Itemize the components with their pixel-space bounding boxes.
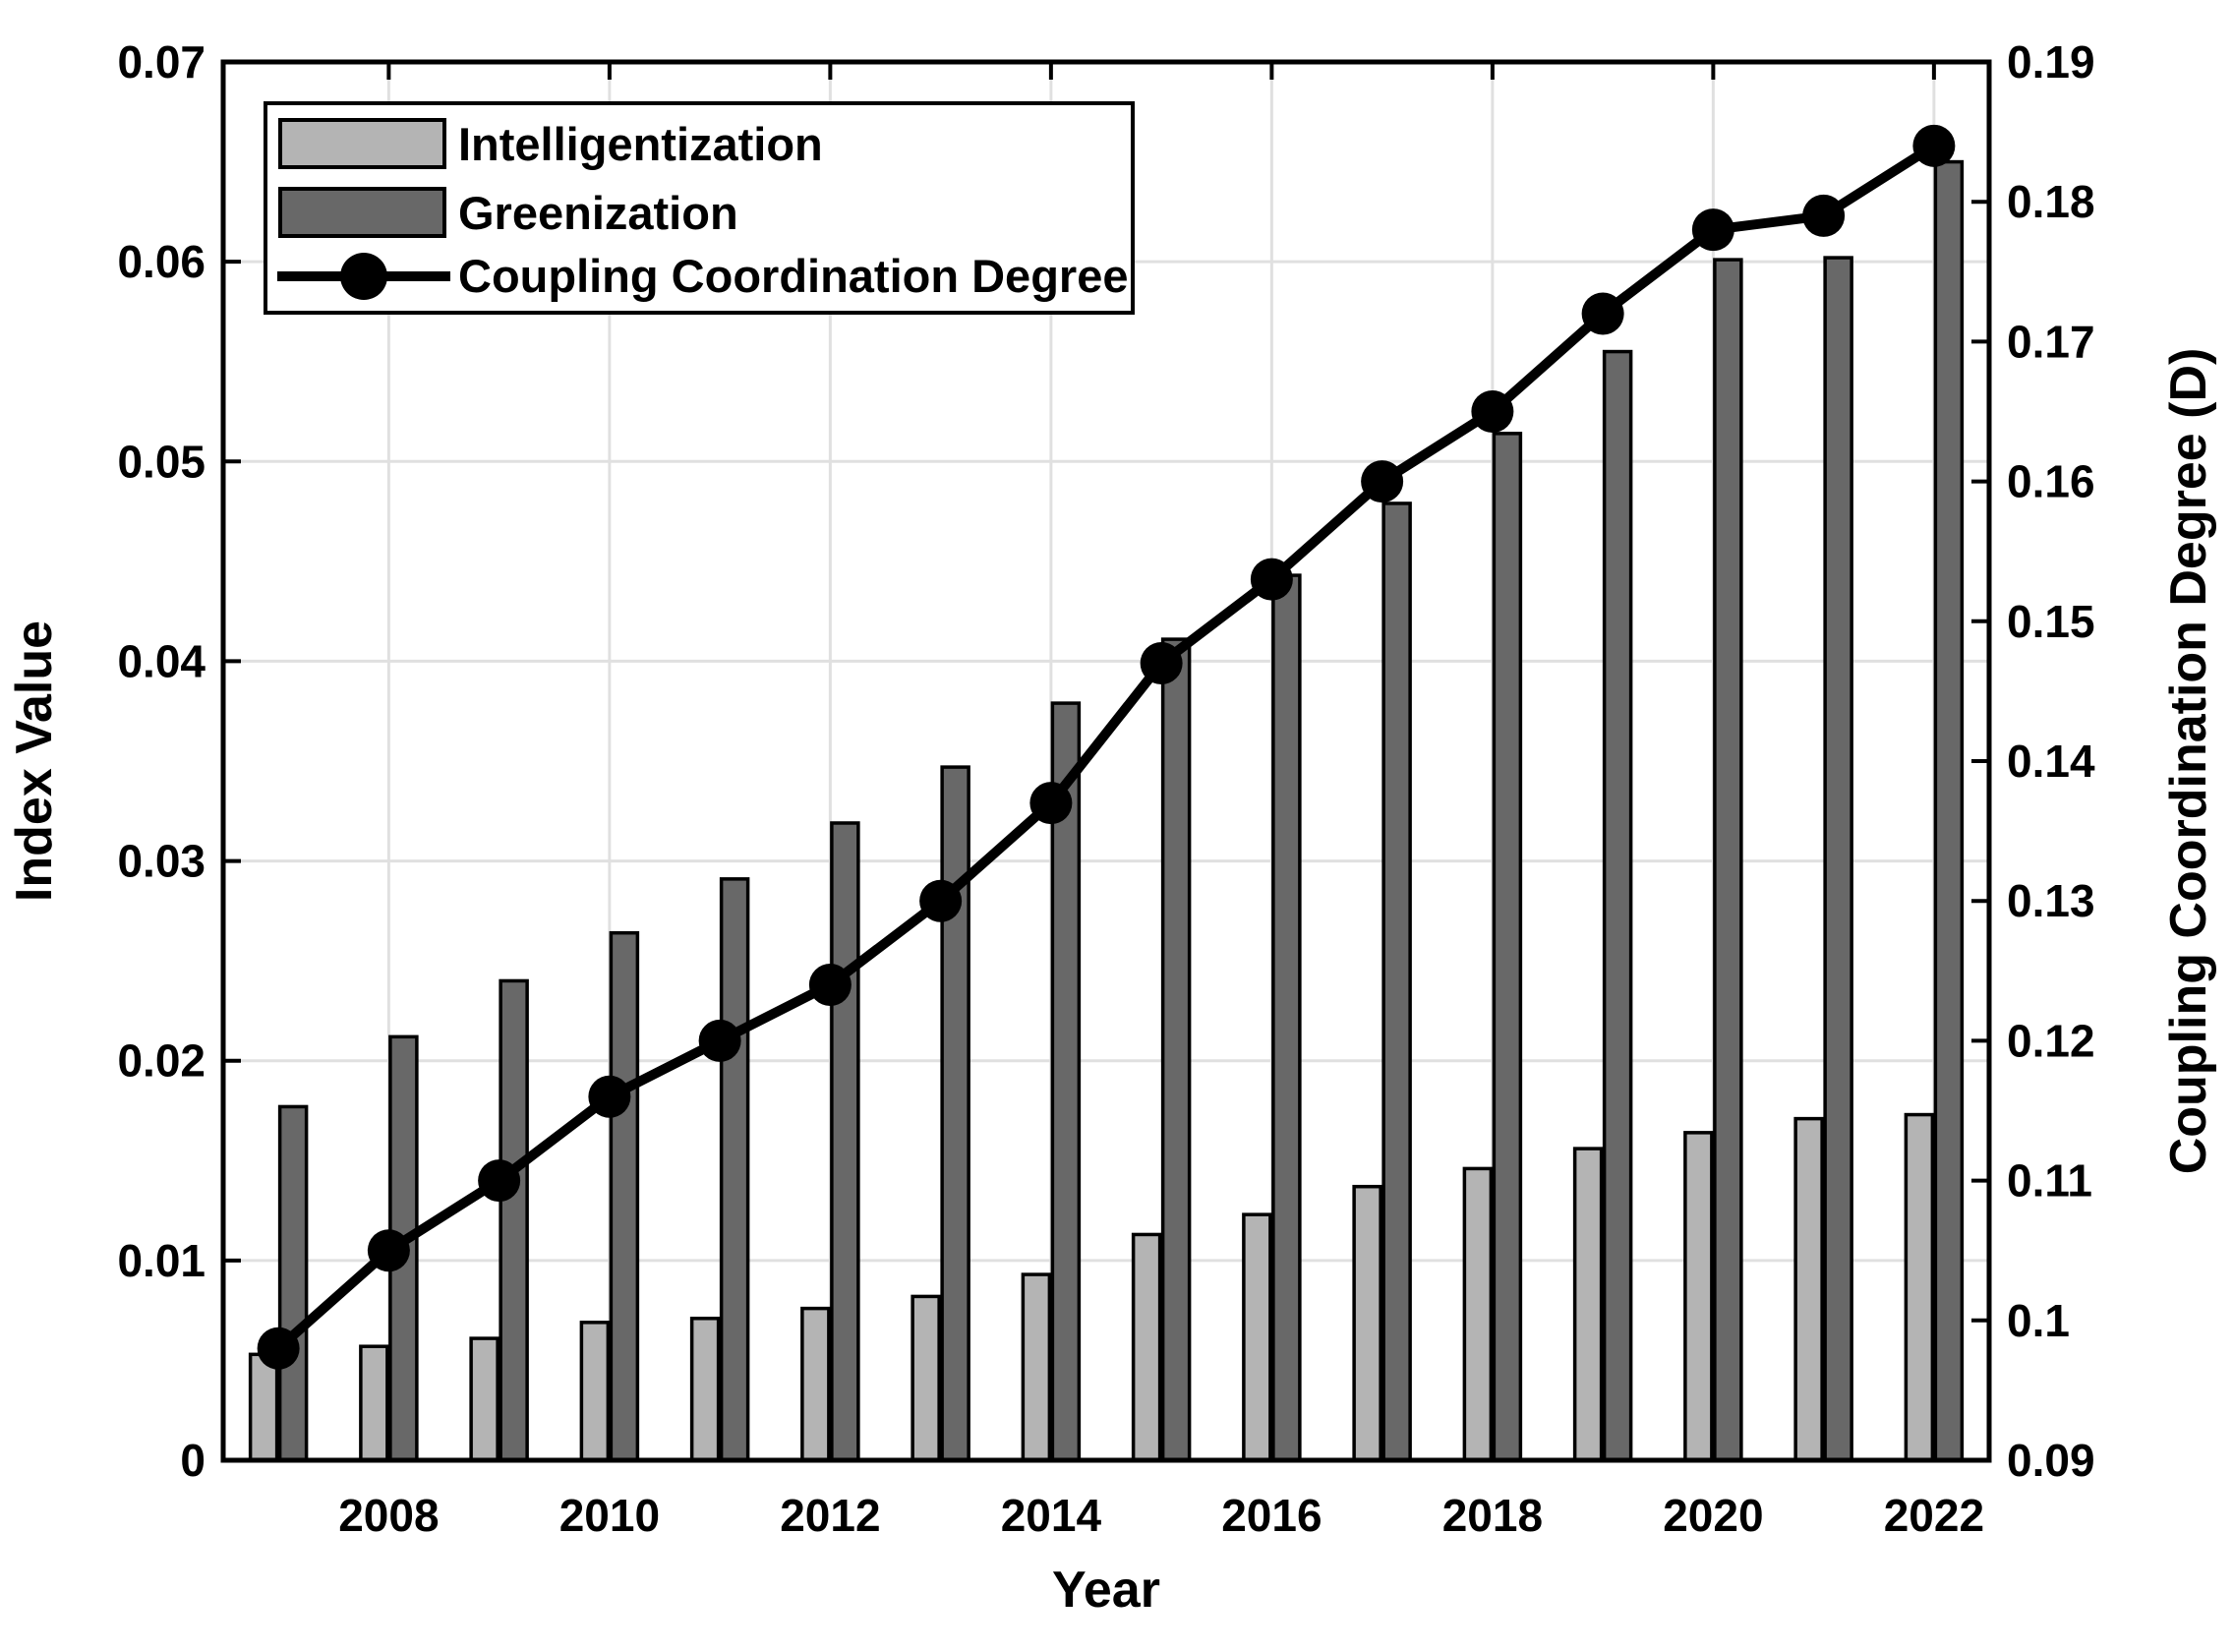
bar-greenization-2020 [1713, 258, 1743, 1462]
legend-swatch-greenization [278, 187, 446, 238]
x-axis-tick-label: 2016 [1221, 1490, 1322, 1541]
line-marker-2018 [1471, 390, 1514, 433]
bar-intelligentization-2019 [1572, 1147, 1604, 1462]
right-axis-tick-label: 0.12 [2007, 1015, 2095, 1066]
legend-label-coupling-coordination-degree: Coupling Coordination Degree [458, 250, 1128, 302]
x-axis-tick-label: 2022 [1884, 1490, 1984, 1541]
bar-greenization-2007 [277, 1104, 309, 1462]
bar-intelligentization-2014 [1021, 1272, 1052, 1462]
bar-intelligentization-2021 [1793, 1116, 1824, 1462]
bar-intelligentization-2016 [1242, 1212, 1272, 1462]
bar-intelligentization-2017 [1352, 1184, 1382, 1462]
bar-intelligentization-2018 [1462, 1166, 1494, 1462]
legend-label-greenization: Greenization [458, 187, 738, 239]
bar-greenization-2009 [499, 978, 529, 1462]
bar-intelligentization-2013 [911, 1294, 941, 1462]
legend: Intelligentization Greenization Coupling… [264, 101, 1135, 315]
line-series-layer [257, 124, 1956, 1370]
legend-marker-icon [340, 253, 387, 300]
right-axis-tick-label: 0.15 [2007, 596, 2095, 647]
line-marker-2022 [1912, 124, 1956, 167]
left-axis-tick-label: 0.03 [117, 836, 206, 887]
left-axis-title: Index Value [6, 620, 63, 902]
left-axis-tick-label: 0.07 [117, 36, 206, 88]
right-axis-tick-label: 0.11 [2007, 1155, 2092, 1207]
bar-intelligentization-2008 [359, 1344, 389, 1462]
right-axis-tick-label: 0.16 [2007, 456, 2095, 507]
legend-swatch-intelligentization [278, 118, 446, 169]
tick-marks [223, 60, 1989, 1462]
bar-intelligentization-2020 [1683, 1131, 1714, 1462]
left-axis-tick-label: 0.01 [117, 1235, 206, 1286]
bar-greenization-2017 [1381, 502, 1412, 1462]
left-axis-tick-label: 0.04 [117, 635, 206, 686]
line-marker-2007 [257, 1327, 300, 1370]
bar-greenization-2019 [1602, 349, 1633, 1462]
bar-greenization-2010 [609, 930, 640, 1462]
x-axis-tick-label: 2018 [1442, 1490, 1543, 1541]
right-axis-tick-label: 0.18 [2007, 176, 2095, 227]
tick-labels: 0 0.01 0.02 0.03 0.04 0.05 0.06 0.07 0.09 0.1 0.11… [117, 36, 2094, 1541]
x-axis-tick-label: 2010 [559, 1490, 660, 1541]
bar-intelligentization-2015 [1131, 1232, 1162, 1462]
line-marker-2009 [478, 1159, 521, 1203]
right-axis-tick-label: 0.13 [2007, 875, 2095, 926]
line-marker-2017 [1361, 460, 1404, 503]
bar-intelligentization-2012 [800, 1306, 831, 1462]
line-marker-2015 [1140, 641, 1183, 684]
bar-greenization-2022 [1933, 159, 1965, 1462]
right-axis-tick-label: 0.17 [2007, 316, 2095, 367]
x-axis-tick-label: 2020 [1663, 1490, 1763, 1541]
left-axis-tick-label: 0.06 [117, 236, 206, 287]
x-axis-title: Year [1052, 1562, 1160, 1619]
bar-greenization-2013 [940, 765, 970, 1462]
bar-greenization-2012 [830, 821, 860, 1462]
left-axis-tick-label: 0 [180, 1435, 206, 1486]
x-axis-tick-label: 2012 [780, 1490, 880, 1541]
line-marker-2012 [808, 964, 852, 1007]
legend-label-intelligentization: Intelligentization [458, 118, 823, 170]
bar-series-layer [248, 159, 1965, 1462]
bar-intelligentization-2007 [248, 1352, 279, 1462]
bar-greenization-2021 [1823, 256, 1853, 1462]
bar-greenization-2014 [1050, 701, 1082, 1462]
line-marker-2016 [1250, 558, 1293, 601]
line-marker-2014 [1029, 782, 1073, 825]
bar-intelligentization-2011 [689, 1317, 721, 1462]
right-axis-tick-label: 0.09 [2007, 1435, 2095, 1486]
line-marker-2021 [1802, 194, 1846, 237]
line-marker-2010 [588, 1075, 631, 1118]
bar-greenization-2018 [1492, 432, 1523, 1462]
line-marker-2008 [367, 1229, 410, 1272]
x-axis-tick-label: 2014 [1001, 1490, 1102, 1541]
bar-greenization-2016 [1271, 573, 1302, 1462]
line-marker-2013 [919, 879, 963, 922]
line-marker-2011 [698, 1019, 741, 1062]
left-axis-tick-label: 0.02 [117, 1035, 206, 1087]
right-axis-tick-label: 0.19 [2007, 36, 2095, 88]
right-axis-title: Coupling Coordination Degree (D) [2160, 348, 2217, 1175]
x-axis-tick-label: 2008 [338, 1490, 439, 1541]
bar-greenization-2011 [719, 877, 750, 1462]
line-marker-2020 [1691, 208, 1734, 252]
right-axis-tick-label: 0.1 [2007, 1295, 2070, 1346]
bar-greenization-2015 [1160, 637, 1192, 1462]
bar-intelligentization-2010 [579, 1321, 611, 1462]
bar-intelligentization-2009 [469, 1336, 499, 1462]
coupling-coordination-line [273, 141, 1939, 1354]
left-axis-tick-label: 0.05 [117, 436, 206, 487]
bar-intelligentization-2022 [1904, 1112, 1935, 1462]
line-marker-2019 [1581, 292, 1624, 335]
right-axis-tick-label: 0.14 [2007, 736, 2095, 787]
